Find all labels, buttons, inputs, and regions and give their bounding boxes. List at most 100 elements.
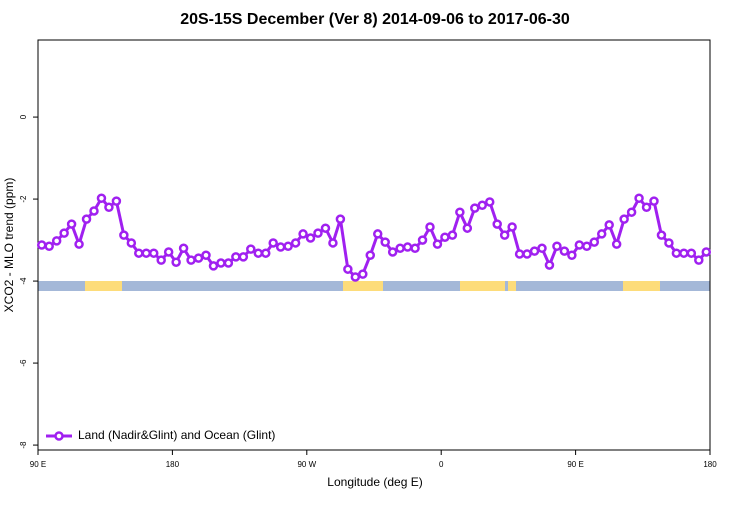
data-point xyxy=(253,248,264,258)
data-point xyxy=(395,243,405,254)
data-point xyxy=(634,193,644,204)
x-tick-label: 90 E xyxy=(567,460,583,469)
data-point xyxy=(455,207,465,217)
data-point xyxy=(514,249,525,259)
data-point xyxy=(537,243,547,254)
data-point xyxy=(380,237,390,247)
data-point xyxy=(223,258,234,268)
data-point xyxy=(477,200,488,210)
data-point xyxy=(216,258,226,268)
data-point xyxy=(574,240,585,250)
data-point xyxy=(163,247,174,257)
x-tick-label: 90 E xyxy=(30,460,46,469)
data-point xyxy=(432,239,443,249)
x-tick-label: 180 xyxy=(166,460,180,469)
data-point xyxy=(44,241,54,251)
data-point xyxy=(507,222,517,232)
data-point xyxy=(313,228,323,238)
data-point xyxy=(283,241,293,251)
data-point xyxy=(335,214,346,224)
data-point xyxy=(238,252,249,262)
data-point xyxy=(59,228,69,238)
y-tick-label: -2 xyxy=(19,195,28,203)
data-point xyxy=(492,219,502,229)
data-point xyxy=(402,242,413,252)
land-strip xyxy=(460,281,505,291)
data-point xyxy=(462,223,473,233)
data-point xyxy=(649,196,659,206)
data-point xyxy=(119,230,129,240)
data-point xyxy=(268,238,278,248)
data-point xyxy=(619,214,629,224)
data-point xyxy=(447,230,458,240)
data-point xyxy=(328,238,338,248)
y-tick-label: -8 xyxy=(19,441,28,449)
x-axis-label: Longitude (deg E) xyxy=(327,475,422,489)
land-strip xyxy=(508,281,516,291)
data-point xyxy=(186,255,196,265)
data-point xyxy=(529,246,540,256)
data-point xyxy=(193,253,204,263)
land-strip xyxy=(343,281,383,291)
data-point xyxy=(410,243,420,254)
legend-label: Land (Nadir&Glint) and Ocean (Glint) xyxy=(78,428,275,442)
data-point xyxy=(417,235,428,245)
data-point xyxy=(701,247,712,257)
data-point xyxy=(484,197,495,207)
data-point xyxy=(134,248,144,258)
data-point xyxy=(679,248,689,258)
data-point xyxy=(260,248,271,258)
data-point xyxy=(275,242,286,252)
data-point xyxy=(51,236,62,246)
data-point xyxy=(74,239,84,249)
data-point xyxy=(664,238,674,248)
data-point xyxy=(686,248,697,258)
data-point xyxy=(694,255,704,265)
data-point xyxy=(126,238,137,248)
y-axis-label: XCO2 - MLO trend (ppm) xyxy=(2,178,16,313)
data-point xyxy=(611,239,622,249)
data-point xyxy=(305,233,316,243)
legend-marker xyxy=(54,431,64,441)
data-point xyxy=(36,240,47,250)
data-point xyxy=(66,219,77,229)
data-point xyxy=(171,257,181,267)
data-point xyxy=(559,246,570,256)
x-tick-label: 90 W xyxy=(297,460,316,469)
data-point xyxy=(148,248,159,258)
y-tick-label: -4 xyxy=(19,277,28,285)
x-tick-label: 0 xyxy=(439,460,444,469)
data-point xyxy=(246,244,256,254)
data-point xyxy=(358,269,368,279)
data-point xyxy=(544,260,555,270)
data-point xyxy=(522,249,532,259)
data-point xyxy=(372,229,383,239)
land-strip xyxy=(623,281,660,291)
data-point xyxy=(582,241,592,251)
data-point xyxy=(298,229,308,239)
data-point xyxy=(425,222,435,232)
data-point xyxy=(365,250,376,260)
data-point xyxy=(626,207,637,217)
data-point xyxy=(470,203,480,213)
data-point xyxy=(567,250,577,260)
data-point xyxy=(201,250,211,260)
data-point xyxy=(81,214,92,224)
data-point xyxy=(350,272,361,282)
surface-strip xyxy=(38,281,710,291)
x-tick-label: 180 xyxy=(703,460,717,469)
data-point xyxy=(552,241,562,251)
data-point xyxy=(596,229,607,239)
data-point xyxy=(604,220,614,230)
data-point xyxy=(641,202,652,213)
data-point xyxy=(320,223,331,233)
data-point xyxy=(343,264,353,274)
data-point xyxy=(656,230,667,240)
data-point xyxy=(141,248,152,258)
data-point xyxy=(104,202,114,213)
chart-title: 20S-15S December (Ver 8) 2014-09-06 to 2… xyxy=(180,11,570,28)
data-point xyxy=(499,230,510,240)
data-point xyxy=(387,247,398,257)
data-point xyxy=(208,261,219,271)
